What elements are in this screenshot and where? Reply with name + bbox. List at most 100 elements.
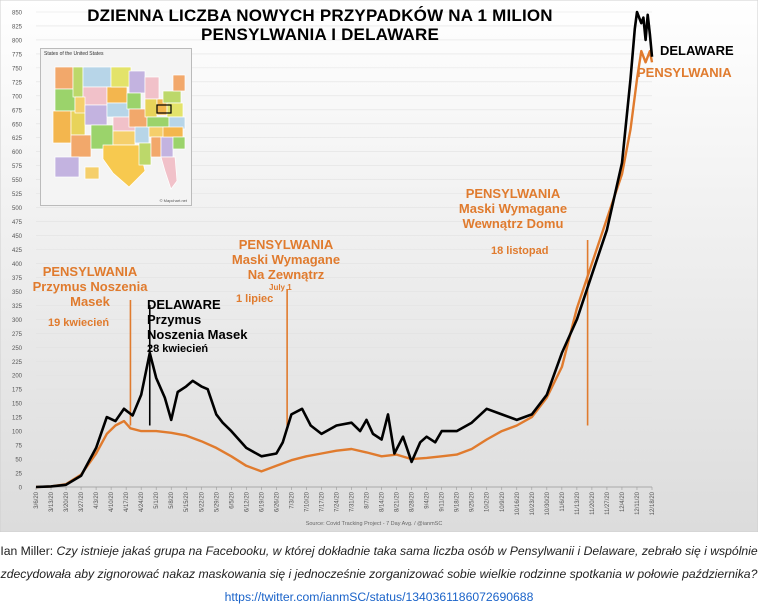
x-tick-label: 7/31/20 bbox=[350, 491, 356, 512]
x-tick-label: 3/20/20 bbox=[64, 491, 70, 512]
annotation-pa-july-date: 1 lipiec bbox=[236, 293, 274, 305]
y-tick-label: 600 bbox=[12, 150, 23, 156]
annotation-pa-april-state: PENSYLWANIA bbox=[42, 264, 138, 279]
y-tick-label: 75 bbox=[15, 444, 22, 450]
y-tick-label: 775 bbox=[12, 52, 23, 58]
x-tick-label: 7/17/20 bbox=[319, 491, 325, 512]
x-tick-label: 6/12/20 bbox=[244, 491, 250, 512]
y-tick-label: 125 bbox=[12, 416, 23, 422]
us-map-title: States of the United States bbox=[44, 51, 104, 57]
y-tick-label: 275 bbox=[12, 332, 23, 338]
series-line-pennsylvania bbox=[35, 49, 654, 489]
annotation-de-april-date: 28 kwiecień bbox=[147, 343, 209, 355]
us-map-footer: © Mapchart.net bbox=[159, 198, 187, 203]
x-tick-label: 10/9/20 bbox=[500, 491, 506, 512]
annotation-pa-july: PENSYLWANIA Maski Wymagane Na Zewnątrz bbox=[226, 237, 346, 282]
x-tick-label: 4/17/20 bbox=[124, 491, 130, 512]
y-tick-label: 825 bbox=[12, 24, 23, 30]
annotation-pa-november-line3: Wewnątrz Domu bbox=[462, 216, 564, 231]
y-tick-label: 700 bbox=[12, 94, 23, 100]
y-tick-label: 25 bbox=[15, 472, 22, 478]
y-tick-label: 475 bbox=[12, 220, 23, 226]
y-tick-label: 175 bbox=[12, 388, 23, 394]
x-tick-label: 4/10/20 bbox=[109, 491, 115, 512]
x-tick-label: 5/8/20 bbox=[169, 491, 175, 508]
y-tick-label: 300 bbox=[12, 318, 23, 324]
us-map-graphic bbox=[52, 66, 186, 190]
y-tick-label: 400 bbox=[12, 262, 23, 268]
pennsylvania-highlight bbox=[156, 104, 172, 114]
x-tick-label: 12/4/20 bbox=[620, 491, 626, 512]
y-tick-label: 375 bbox=[12, 276, 23, 282]
y-tick-label: 325 bbox=[12, 304, 23, 310]
caption-text: Czy istnieje jakaś grupa na Facebooku, w… bbox=[0, 544, 758, 581]
x-tick-label: 5/29/20 bbox=[214, 491, 220, 512]
y-tick-label: 675 bbox=[12, 108, 23, 114]
x-tick-label: 7/10/20 bbox=[304, 491, 310, 512]
annotation-de-april-state: DELAWARE bbox=[147, 297, 221, 312]
y-tick-label: 750 bbox=[12, 66, 23, 72]
y-tick-label: 525 bbox=[12, 192, 23, 198]
y-tick-label: 0 bbox=[19, 486, 23, 492]
caption: Ian Miller: Czy istnieje jakaś grupa na … bbox=[0, 540, 758, 609]
source-note: Source: Covid Tracking Project - 7 Day A… bbox=[306, 521, 443, 527]
y-tick-label: 350 bbox=[12, 290, 23, 296]
x-tick-label: 10/2/20 bbox=[485, 491, 491, 512]
annotation-pa-july-line2: Maski Wymagane bbox=[231, 252, 341, 267]
annotation-pa-july-small-date: July 1 bbox=[269, 283, 292, 292]
x-tick-label: 4/3/20 bbox=[94, 491, 100, 508]
y-tick-label: 725 bbox=[12, 80, 23, 86]
x-tick-label: 5/15/20 bbox=[184, 491, 190, 512]
y-tick-label: 225 bbox=[12, 360, 23, 366]
chart-title-line1: DZIENNA LICZBA NOWYCH PRZYPADKÓW NA 1 MI… bbox=[87, 6, 553, 25]
annotation-pa-november-date: 18 listopad bbox=[491, 245, 549, 257]
us-map-inset: States of the United States bbox=[40, 48, 192, 206]
x-tick-label: 11/6/20 bbox=[560, 491, 566, 511]
y-tick-label: 450 bbox=[12, 234, 23, 240]
annotation-pa-april-line2: Przymus Noszenia bbox=[32, 279, 148, 294]
annotation-de-april: DELAWARE Przymus Noszenia Masek 28 kwiec… bbox=[147, 297, 247, 357]
x-tick-label: 8/21/20 bbox=[395, 491, 401, 512]
y-tick-label: 250 bbox=[12, 346, 23, 352]
series-label-delaware: DELAWARE bbox=[660, 43, 734, 58]
x-tick-label: 8/28/20 bbox=[410, 491, 416, 512]
annotation-de-april-line2: Przymus bbox=[147, 312, 202, 327]
x-tick-label: 9/11/20 bbox=[440, 491, 446, 511]
y-tick-label: 550 bbox=[12, 178, 23, 184]
x-tick-label: 7/24/20 bbox=[334, 491, 340, 512]
y-tick-label: 50 bbox=[15, 458, 22, 464]
chart-title-line2: PENSYLWANIA I DELAWARE bbox=[200, 25, 440, 44]
x-tick-label: 10/30/20 bbox=[545, 491, 551, 515]
x-tick-label: 10/16/20 bbox=[515, 491, 521, 515]
x-tick-label: 9/25/20 bbox=[470, 491, 476, 512]
x-tick-label: 5/1/20 bbox=[154, 491, 160, 508]
annotation-de-april-line3: Noszenia Masek bbox=[147, 327, 248, 342]
series-line-delaware bbox=[35, 10, 654, 489]
annotation-pa-july-line3: Na Zewnątrz bbox=[247, 267, 325, 282]
chart-area: 0 25 50 75 100 125 150 175 200 225 250 275 300 325 350… bbox=[0, 0, 758, 532]
x-tick-label: 8/7/20 bbox=[365, 491, 371, 508]
x-tick-label: 7/3/20 bbox=[289, 491, 295, 508]
x-tick-label: 3/13/20 bbox=[49, 491, 55, 512]
y-tick-label: 500 bbox=[12, 206, 23, 212]
series-label-pennsylvania: PENSYLWANIA bbox=[637, 65, 732, 80]
x-tick-label: 11/20/20 bbox=[590, 491, 596, 515]
x-tick-label: 8/14/20 bbox=[380, 491, 386, 512]
y-tick-label: 100 bbox=[12, 430, 23, 436]
annotation-pa-november-line2: Maski Wymagane bbox=[458, 201, 568, 216]
y-tick-label: 575 bbox=[12, 164, 23, 170]
x-tick-label: 5/22/20 bbox=[199, 491, 205, 512]
x-tick-label: 6/5/20 bbox=[229, 491, 235, 508]
annotation-pa-april-line3: Masek bbox=[70, 294, 110, 309]
y-tick-label: 650 bbox=[12, 122, 23, 128]
x-tick-label: 11/27/20 bbox=[605, 491, 611, 515]
caption-link[interactable]: https://twitter.com/ianmSC/status/134036… bbox=[224, 590, 534, 604]
annotation-pa-april-date: 19 kwiecień bbox=[48, 317, 110, 329]
y-tick-label: 850 bbox=[12, 11, 23, 17]
y-tick-label: 150 bbox=[12, 402, 23, 408]
x-tick-label: 6/19/20 bbox=[259, 491, 265, 512]
x-tick-label: 4/24/20 bbox=[139, 491, 145, 512]
x-tick-label: 9/4/20 bbox=[425, 491, 431, 508]
x-tick-label: 10/23/20 bbox=[530, 491, 536, 515]
annotation-pa-november: PENSYLWANIA Maski Wymagane Wewnątrz Domu bbox=[448, 186, 578, 231]
